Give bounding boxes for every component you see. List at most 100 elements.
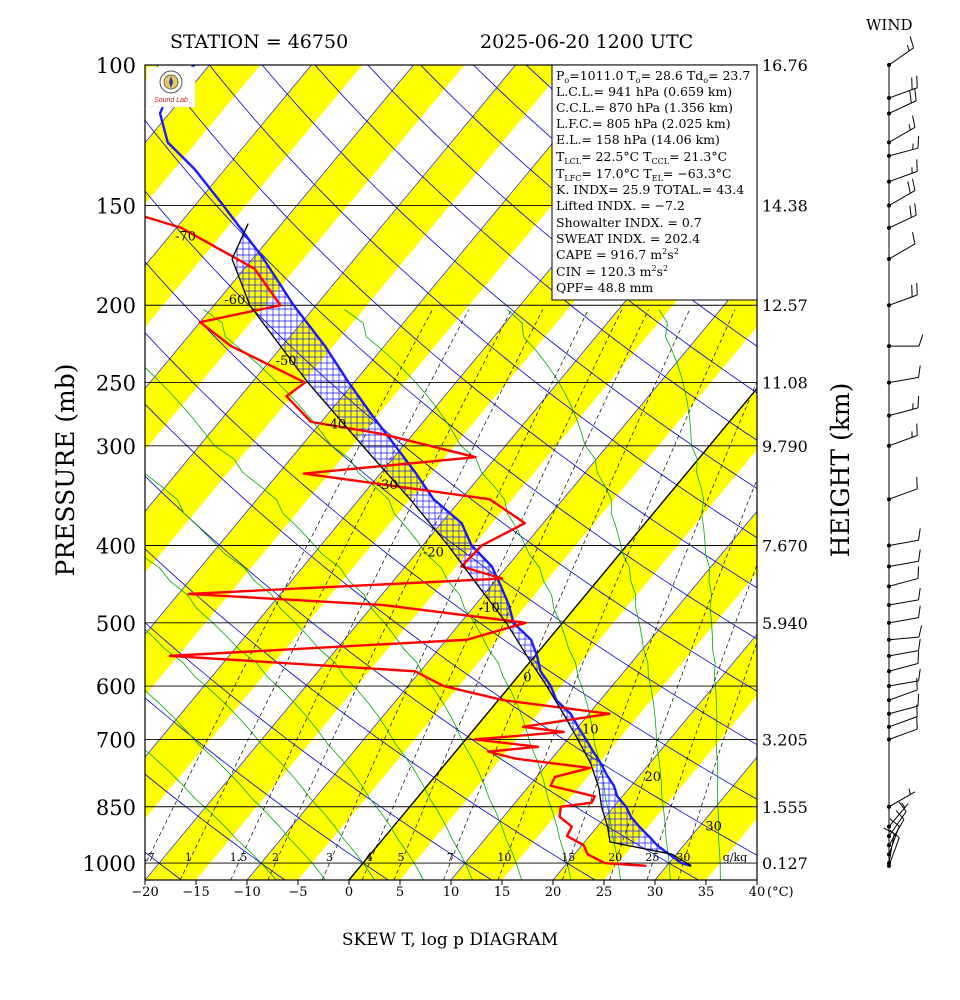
wind-barb-flag: [898, 801, 907, 812]
height-tick-label: 11.08: [762, 374, 808, 393]
index-lifted: Lifted INDX. = −7.2: [556, 198, 685, 213]
isotherm-label: -90: [73, 106, 94, 121]
wind-barb-flag: [907, 181, 911, 194]
wind-barb-shaft: [888, 560, 919, 568]
mixing-ratio-line: [609, 478, 757, 880]
wind-barb-flag: [918, 365, 921, 378]
logo-text: Sound Lab: [154, 97, 188, 104]
wind-barb-flag: [918, 638, 921, 651]
dry-adiabat: [209, 65, 757, 539]
height-tick-label: 7.670: [762, 536, 808, 555]
x-axis-unit: (°C): [767, 885, 794, 900]
wind-barb-flag: [918, 528, 921, 541]
wind-barb-shaft: [888, 705, 919, 715]
wind-barb-shaft: [888, 819, 905, 846]
mixing-ratio-line: [230, 309, 512, 880]
height-tick-label: 9.790: [762, 437, 808, 456]
wind-barb-shaft: [888, 636, 919, 641]
dry-adiabat: [156, 65, 757, 589]
wind-barb-shaft: [888, 190, 916, 206]
wind-barb-flag: [911, 115, 916, 128]
mixing-ratio-label: 1.5: [230, 851, 248, 864]
dewpoint-profile-line: [145, 215, 647, 868]
wind-barb-flag: [911, 178, 916, 191]
x-tick-label: −10: [233, 885, 260, 900]
mixing-ratio-label: 7: [447, 851, 454, 864]
wind-barb-shaft: [888, 87, 918, 99]
mixing-ratio-line: [646, 563, 757, 880]
index-el: E.L.= 158 hPa (14.06 km): [556, 132, 720, 147]
wind-barb-shaft: [888, 147, 919, 157]
temperature-profile-line: [158, 65, 692, 868]
mixing-ratio-line: [267, 309, 544, 880]
y2-axis-label: HEIGHT (km): [826, 383, 855, 558]
mixing-ratio-label: 1: [185, 851, 192, 864]
index-cin: CIN = 120.3 m2s2: [556, 264, 668, 279]
wind-column-title: WIND: [866, 16, 913, 34]
pressure-tick-label: 700: [96, 728, 136, 752]
dry-adiabat: [145, 261, 757, 746]
isotherm-zero-line: [348, 387, 757, 880]
isotherm-label: -20: [423, 545, 444, 560]
pressure-tick-label: 600: [96, 675, 136, 699]
wind-barb-flag: [917, 651, 920, 664]
mixing-ratio-label: 10: [497, 851, 511, 864]
wind-barb-shaft: [888, 47, 914, 66]
isotherm-band: [145, 65, 465, 450]
wind-barb-shaft: [888, 599, 919, 606]
wind-barb-flag: [917, 136, 920, 149]
moist-adiabat: [145, 749, 277, 880]
pressure-tick-label: 300: [96, 435, 136, 459]
isotherm-label: 20: [645, 770, 662, 785]
wind-barb-shaft: [888, 689, 918, 701]
wind-barb-flag: [918, 549, 921, 562]
wind-barb-shaft: [888, 376, 919, 384]
index-tlcl-tccl: TLCL= 22.5°C TCCL= 21.3°C: [556, 149, 727, 166]
x-tick-label: 25: [596, 885, 613, 900]
pressure-tick-label: 150: [96, 195, 136, 219]
mixing-ratio-label: 0.7: [137, 851, 155, 864]
dry-adiabat: [145, 332, 757, 800]
isotherm-label: -60: [224, 293, 245, 308]
moist-adiabat: [145, 689, 326, 880]
pressure-tick-label: 850: [96, 796, 136, 820]
dry-adiabat: [145, 119, 757, 640]
wind-barb-flag: [918, 668, 921, 681]
isotherm-line: [145, 65, 618, 635]
wind-barb-shaft: [888, 578, 919, 587]
isotherm-label: -80: [125, 167, 146, 182]
wind-barb-flag: [917, 395, 920, 408]
moist-adiabat: [771, 310, 784, 881]
x-tick-label: −15: [182, 885, 209, 900]
wind-barb-shaft: [888, 791, 916, 808]
wind-barb-shaft: [888, 488, 918, 500]
station-label: STATION = 46750: [170, 31, 348, 53]
isotherm-label: 0: [523, 670, 531, 685]
moist-adiabat: [506, 309, 671, 880]
pressure-tick-label: 500: [96, 612, 136, 636]
wind-barb-flag: [918, 587, 921, 600]
x-tick-label: 40: [749, 885, 766, 900]
wind-barb-shaft: [888, 617, 919, 624]
wind-barb-shaft: [888, 294, 918, 306]
wind-barb-flag: [909, 205, 912, 218]
x-tick-label: 35: [698, 885, 715, 900]
wind-barb-shaft: [888, 407, 919, 417]
moist-adiabat: [145, 628, 375, 880]
wind-barb-shaft: [888, 435, 918, 447]
wind-barb-shaft: [888, 539, 919, 546]
mixing-ratio-line: [145, 309, 433, 866]
mixing-ratio-unit: g/kg: [723, 851, 747, 864]
wind-barb-flag: [889, 818, 900, 827]
wind-barb-half-flag: [908, 124, 911, 131]
wind-barb-flag: [917, 566, 920, 579]
height-tick-label: 3.205: [762, 730, 808, 749]
moist-adiabat: [203, 309, 572, 880]
wind-barb-shaft: [888, 811, 907, 837]
mixing-ratio-label: 20: [608, 851, 622, 864]
isotherm-line: [756, 879, 757, 880]
wind-barb-flag: [909, 36, 915, 48]
dry-adiabat: [145, 190, 757, 692]
wind-barb-half-flag: [908, 788, 911, 795]
